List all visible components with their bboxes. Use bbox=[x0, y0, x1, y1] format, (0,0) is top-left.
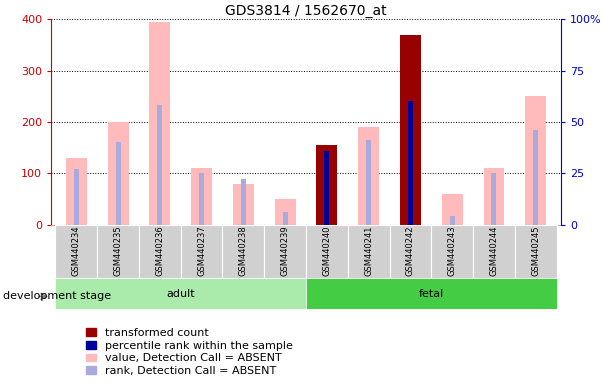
Text: GSM440240: GSM440240 bbox=[323, 225, 332, 276]
Bar bbox=[191, 168, 212, 225]
Bar bbox=[450, 217, 455, 225]
FancyBboxPatch shape bbox=[139, 225, 181, 278]
Bar bbox=[66, 158, 87, 225]
Bar bbox=[116, 142, 121, 225]
Text: GSM440242: GSM440242 bbox=[406, 225, 415, 276]
Bar bbox=[241, 179, 246, 225]
FancyBboxPatch shape bbox=[306, 278, 557, 309]
FancyBboxPatch shape bbox=[55, 225, 97, 278]
Text: GSM440235: GSM440235 bbox=[113, 225, 122, 276]
Bar bbox=[366, 141, 371, 225]
Text: GSM440245: GSM440245 bbox=[531, 225, 540, 276]
Bar bbox=[157, 106, 162, 225]
Text: adult: adult bbox=[166, 289, 195, 299]
FancyBboxPatch shape bbox=[348, 225, 390, 278]
Text: GSM440241: GSM440241 bbox=[364, 225, 373, 276]
FancyBboxPatch shape bbox=[55, 278, 306, 309]
Title: GDS3814 / 1562670_at: GDS3814 / 1562670_at bbox=[225, 4, 387, 18]
Bar bbox=[358, 127, 379, 225]
Bar bbox=[484, 168, 504, 225]
Text: GSM440237: GSM440237 bbox=[197, 225, 206, 276]
Bar bbox=[233, 184, 254, 225]
Bar bbox=[150, 22, 170, 225]
Bar bbox=[317, 145, 337, 225]
Text: fetal: fetal bbox=[418, 289, 444, 299]
Text: GSM440244: GSM440244 bbox=[490, 225, 499, 276]
Text: GSM440243: GSM440243 bbox=[447, 225, 456, 276]
Bar bbox=[74, 169, 79, 225]
Text: GSM440236: GSM440236 bbox=[156, 225, 165, 276]
Bar bbox=[400, 35, 421, 225]
FancyBboxPatch shape bbox=[515, 225, 557, 278]
Bar bbox=[442, 194, 463, 225]
Text: GSM440238: GSM440238 bbox=[239, 225, 248, 276]
FancyBboxPatch shape bbox=[223, 225, 264, 278]
FancyBboxPatch shape bbox=[264, 225, 306, 278]
Bar bbox=[324, 151, 329, 225]
FancyBboxPatch shape bbox=[431, 225, 473, 278]
Bar bbox=[199, 173, 204, 225]
Bar bbox=[408, 101, 413, 225]
Legend: transformed count, percentile rank within the sample, value, Detection Call = AB: transformed count, percentile rank withi… bbox=[84, 326, 295, 379]
FancyBboxPatch shape bbox=[306, 225, 348, 278]
Bar bbox=[491, 173, 496, 225]
Bar bbox=[533, 130, 538, 225]
Text: development stage: development stage bbox=[3, 291, 111, 301]
Bar bbox=[283, 212, 288, 225]
FancyBboxPatch shape bbox=[473, 225, 515, 278]
FancyBboxPatch shape bbox=[181, 225, 223, 278]
Text: GSM440234: GSM440234 bbox=[72, 225, 81, 276]
Bar bbox=[525, 96, 546, 225]
FancyBboxPatch shape bbox=[390, 225, 431, 278]
FancyBboxPatch shape bbox=[97, 225, 139, 278]
Text: GSM440239: GSM440239 bbox=[280, 225, 289, 276]
Bar bbox=[108, 122, 128, 225]
Bar bbox=[275, 199, 295, 225]
